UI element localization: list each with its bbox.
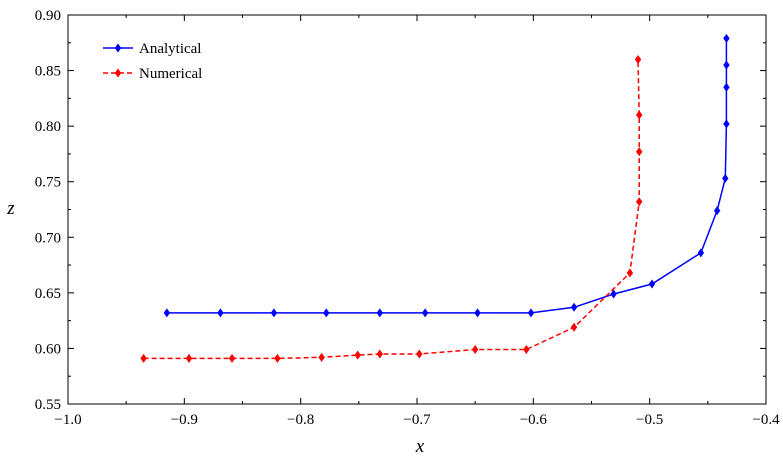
data-point-numerical [274, 353, 281, 363]
data-point-analytical [570, 302, 578, 312]
data-point-analytical [723, 119, 730, 129]
x-tick-label: −0.4 [752, 412, 780, 428]
data-point-numerical [318, 352, 325, 362]
data-point-analytical [610, 289, 617, 299]
data-point-analytical [723, 60, 730, 70]
data-point-numerical [635, 147, 643, 157]
data-point-numerical [140, 353, 147, 363]
x-tick-label: −0.5 [636, 412, 663, 428]
y-tick-label: 0.55 [35, 397, 61, 413]
data-point-analytical [474, 308, 481, 318]
data-point-numerical [471, 345, 479, 355]
legend-label-analytical: Analytical [139, 41, 201, 57]
legend-marker-analytical [114, 43, 122, 53]
y-tick-label: 0.60 [35, 341, 61, 357]
data-point-numerical [185, 353, 193, 363]
legend-label-numerical: Numerical [139, 66, 202, 82]
data-point-numerical [626, 268, 634, 278]
legend-marker-numerical [114, 68, 122, 78]
y-tick-label: 0.90 [35, 8, 61, 24]
data-point-numerical [635, 110, 643, 120]
x-tick-label: −0.8 [287, 412, 314, 428]
y-tick-label: 0.65 [35, 286, 61, 302]
axes-layer: −1.0 −0.9 −0.8 −0.7 −0.6 −0.5 −0.4 0.55 0.60 0.65… [35, 8, 780, 428]
data-point-analytical [163, 308, 171, 318]
data-point-numerical [635, 197, 643, 207]
legend: Analytical Numerical [103, 41, 202, 82]
plot-layer [140, 33, 730, 363]
y-tick-label: 0.80 [35, 119, 61, 135]
data-point-numerical [416, 349, 423, 359]
data-point-analytical [376, 308, 383, 318]
y-tick-label: 0.85 [35, 64, 61, 80]
data-point-analytical [697, 248, 705, 258]
data-point-analytical [323, 308, 330, 318]
data-point-numerical [523, 345, 530, 355]
y-tick-label: 0.70 [35, 230, 61, 246]
series-line-analytical [166, 38, 728, 314]
y-axis-label: z [6, 198, 15, 219]
x-tick-label: −1.0 [54, 412, 81, 428]
data-point-analytical [723, 33, 730, 43]
data-point-analytical [722, 173, 729, 183]
data-point-analytical [713, 206, 721, 216]
series-line-numerical [143, 59, 640, 360]
x-axis-label: x [415, 436, 425, 457]
data-point-numerical [570, 322, 578, 332]
data-point-numerical [376, 349, 383, 359]
y-tick-label: 0.75 [35, 175, 61, 191]
x-tick-label: −0.6 [520, 412, 548, 428]
data-point-analytical [270, 308, 278, 318]
data-point-numerical [634, 54, 642, 64]
data-point-numerical [228, 353, 236, 363]
data-point-analytical [723, 82, 730, 92]
x-tick-label: −0.9 [171, 412, 198, 428]
data-point-analytical [421, 308, 429, 318]
data-point-analytical [648, 279, 656, 289]
data-point-analytical [217, 308, 224, 318]
data-point-analytical [527, 308, 535, 318]
data-point-numerical [354, 350, 361, 360]
x-tick-label: −0.7 [403, 412, 431, 428]
